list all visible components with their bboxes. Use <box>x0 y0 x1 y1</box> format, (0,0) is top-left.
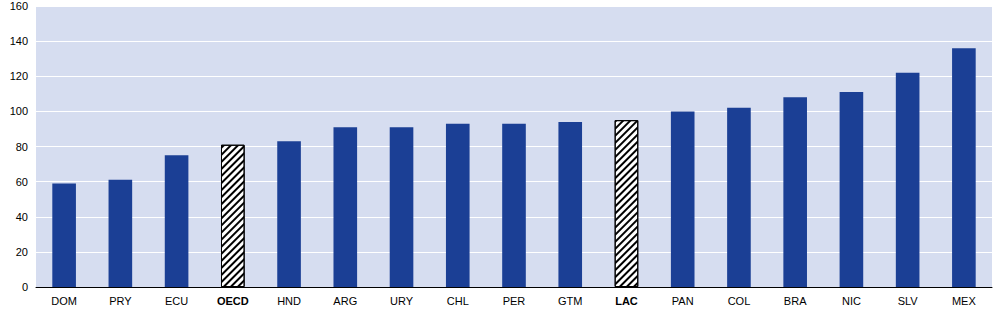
svg-text:ARG: ARG <box>333 295 357 307</box>
svg-text:160: 160 <box>10 0 28 12</box>
svg-text:COL: COL <box>728 295 751 307</box>
svg-text:20: 20 <box>16 246 28 258</box>
svg-text:LAC: LAC <box>615 295 638 307</box>
svg-text:URY: URY <box>390 295 414 307</box>
svg-text:SLV: SLV <box>898 295 919 307</box>
svg-text:60: 60 <box>16 176 28 188</box>
svg-text:OECD: OECD <box>217 295 249 307</box>
svg-text:80: 80 <box>16 141 28 153</box>
svg-text:0: 0 <box>22 281 28 293</box>
svg-text:MEX: MEX <box>952 295 977 307</box>
svg-text:120: 120 <box>10 70 28 82</box>
svg-text:PAN: PAN <box>672 295 694 307</box>
svg-text:140: 140 <box>10 35 28 47</box>
svg-text:NIC: NIC <box>842 295 861 307</box>
svg-text:PER: PER <box>503 295 526 307</box>
svg-text:100: 100 <box>10 105 28 117</box>
svg-text:HND: HND <box>277 295 301 307</box>
svg-text:PRY: PRY <box>109 295 132 307</box>
svg-text:GTM: GTM <box>558 295 582 307</box>
svg-text:BRA: BRA <box>784 295 807 307</box>
svg-text:CHL: CHL <box>447 295 469 307</box>
svg-text:DOM: DOM <box>51 295 77 307</box>
svg-text:ECU: ECU <box>165 295 188 307</box>
svg-text:40: 40 <box>16 211 28 223</box>
